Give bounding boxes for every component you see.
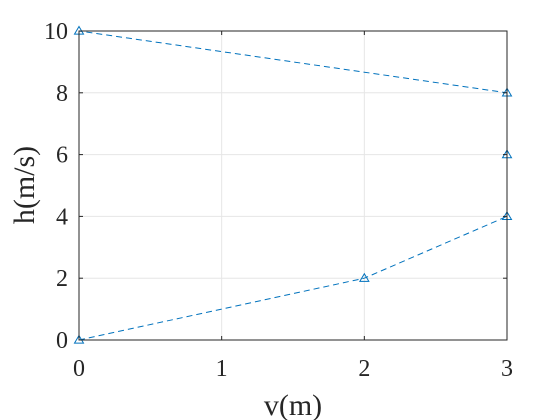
y-tick-label: 4	[56, 204, 68, 230]
y-tick-label: 8	[56, 81, 68, 107]
x-tick-label: 2	[358, 356, 370, 382]
ticks	[78, 30, 508, 341]
x-tick-label: 3	[501, 356, 513, 382]
y-tick-label: 6	[56, 143, 68, 169]
x-tick-label: 0	[73, 356, 85, 382]
plot-area-background	[79, 31, 507, 340]
x-axis-label: v(m)	[264, 389, 322, 420]
y-tick-label: 0	[56, 328, 68, 354]
plot-area-border	[78, 30, 508, 341]
y-tick-label: 10	[44, 19, 68, 45]
y-axis-label: h(m/s)	[8, 146, 41, 224]
x-tick-label: 1	[216, 356, 228, 382]
data-point-marker	[358, 272, 370, 282]
series-line	[78, 30, 508, 341]
data-point-marker	[73, 334, 85, 344]
y-tick-label: 2	[56, 266, 68, 292]
tick-labels: 0 1 2 3 0 2 4 6 8 10	[44, 19, 513, 382]
